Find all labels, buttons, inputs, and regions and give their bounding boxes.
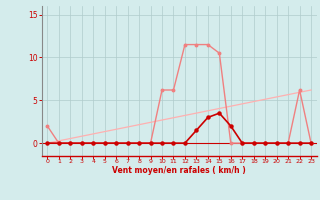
- X-axis label: Vent moyen/en rafales ( km/h ): Vent moyen/en rafales ( km/h ): [112, 166, 246, 175]
